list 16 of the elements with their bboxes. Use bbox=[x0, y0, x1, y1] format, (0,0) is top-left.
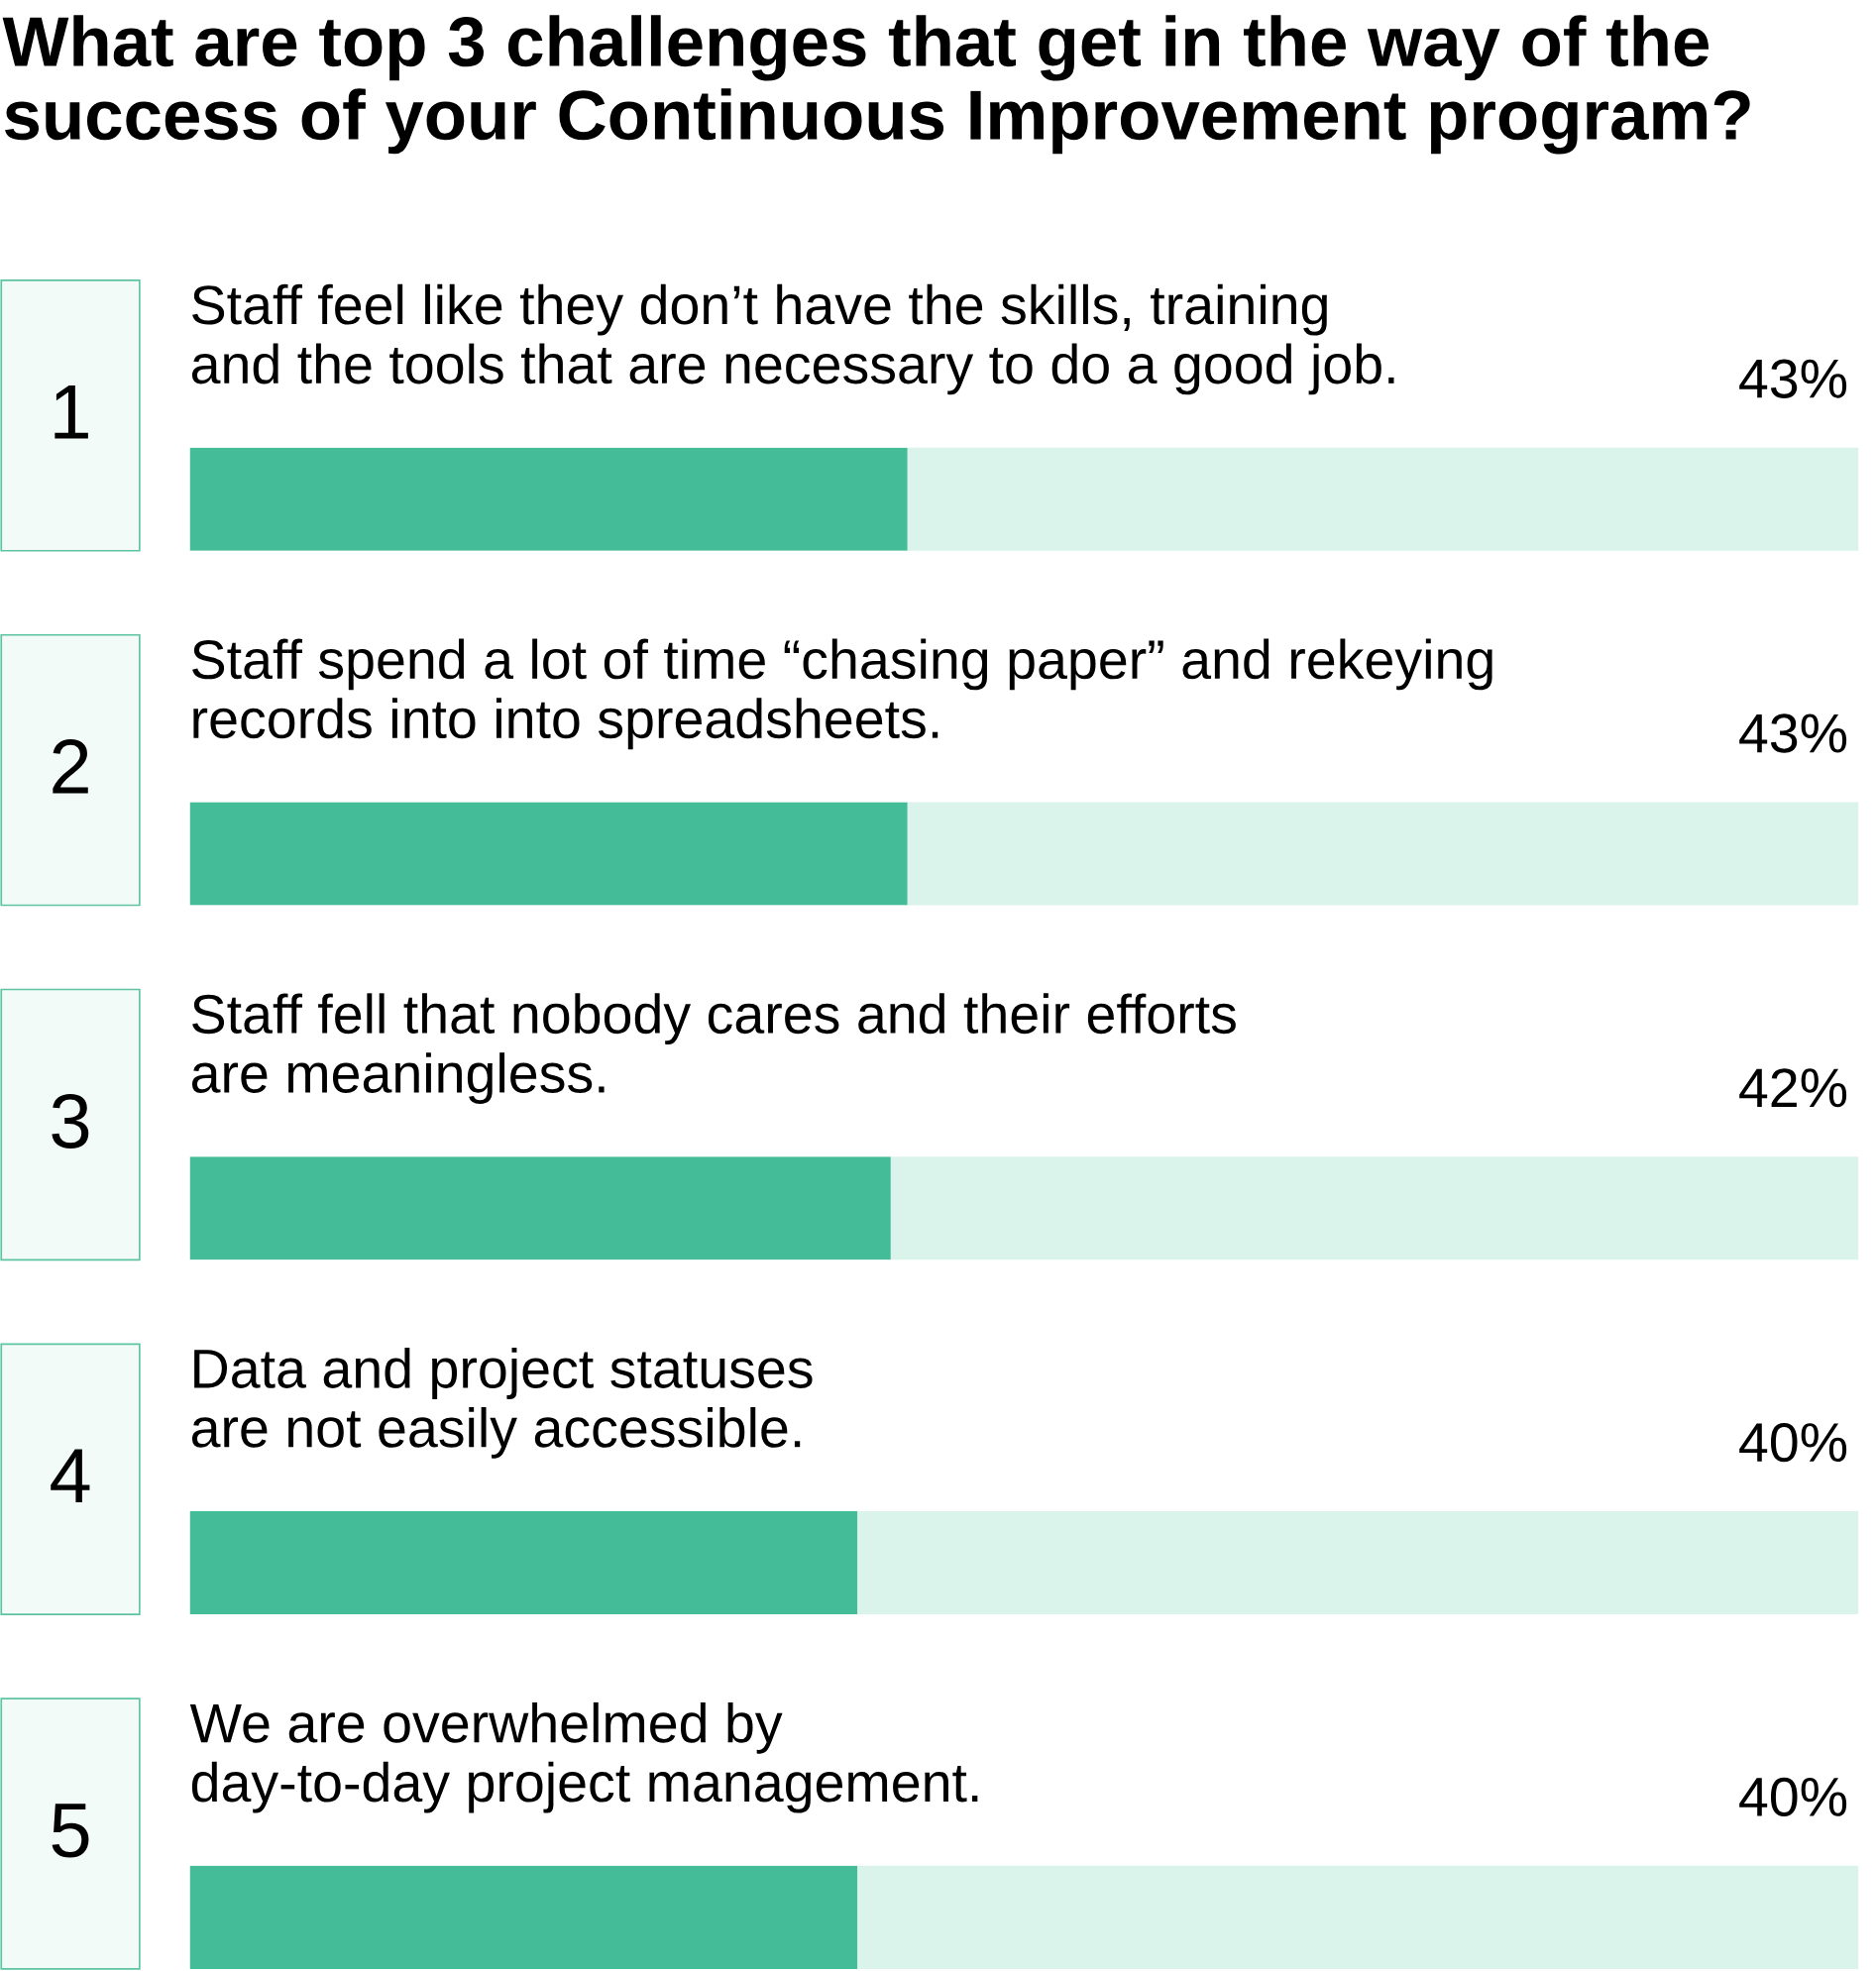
text: 1 bbox=[55, 385, 88, 439]
text: 5 bbox=[52, 1804, 89, 1858]
y-tick-label: Staff feel like they don’t have the skills, training and the tools that are necessary to do a good job. bbox=[191, 283, 1394, 395]
data-label: 40% bbox=[1739, 1777, 1847, 1817]
text: 3 bbox=[52, 1093, 89, 1149]
data-label: 42% bbox=[1739, 1068, 1847, 1108]
data-label: 43% bbox=[1739, 359, 1847, 398]
y-tick-label: Data and project statuses are not easily accessible. bbox=[191, 1348, 813, 1459]
y-tick-label: Staff fell that nobody cares and their efforts are meaningless. bbox=[191, 993, 1236, 1104]
data-label: 43% bbox=[1739, 713, 1847, 753]
y-tick-label: We are overwhelmed by day-to-day project management. bbox=[189, 1701, 978, 1813]
text: 4 bbox=[51, 1449, 90, 1502]
text: 2 bbox=[53, 739, 88, 794]
chart-title: What are top 3 challenges that get in the way of the success of your Continuous Improvement program? bbox=[2, 15, 1750, 155]
data-label: 40% bbox=[1739, 1422, 1847, 1463]
y-tick-label: Staff spend a lot of time “chasing paper” and rekeying records into into spreadsheets. bbox=[192, 638, 1492, 750]
